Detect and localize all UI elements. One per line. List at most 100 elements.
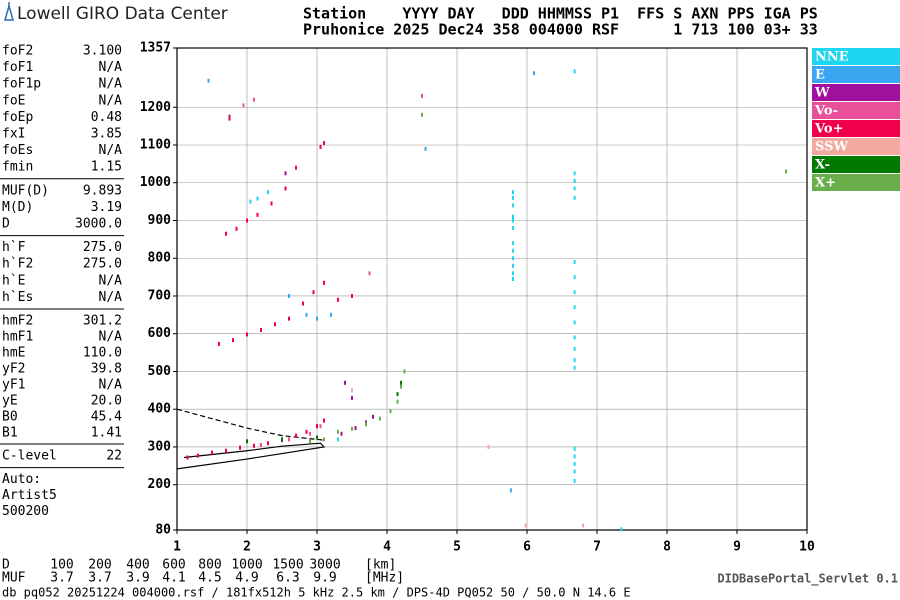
echo-point <box>512 271 514 276</box>
echo-point <box>274 322 276 327</box>
echo-point <box>421 93 423 98</box>
param-name: fxI <box>2 127 25 142</box>
echo-point <box>270 201 273 206</box>
header-line: Station YYYY DAY DDD HHMMSS P1 FFS S AXN… <box>303 5 818 23</box>
echo-point <box>225 231 227 236</box>
echo-point <box>323 280 325 285</box>
echo-point <box>573 275 576 280</box>
param-name: h`Es <box>2 290 33 305</box>
echo-point <box>512 276 514 281</box>
legend-label: X- <box>815 158 830 173</box>
muf-cell: 4.9 <box>235 571 258 586</box>
echo-point <box>573 446 576 451</box>
param-name: foF1p <box>2 77 41 92</box>
echo-point <box>239 445 241 450</box>
echo-point <box>573 171 576 176</box>
echo-point <box>573 305 576 310</box>
site-title: Lowell GIRO Data Center <box>17 4 228 24</box>
param-name: yE <box>2 394 18 409</box>
echo-point <box>316 316 318 321</box>
echo-point <box>284 171 287 176</box>
muf-cell: 4.1 <box>162 571 185 586</box>
param-name: B1 <box>2 426 18 441</box>
y-tick-label: 1357 <box>140 41 171 56</box>
muf-cell: 3.7 <box>50 571 73 586</box>
echo-point <box>316 424 318 429</box>
legend-swatch <box>812 66 900 83</box>
y-tick-label: 1000 <box>140 175 171 190</box>
param-name: h`F <box>2 240 26 255</box>
param-value: 22 <box>106 449 122 464</box>
muf-cell: 6.3 <box>276 571 299 586</box>
echo-point <box>573 290 576 295</box>
echo-point <box>232 338 234 343</box>
param-value: N/A <box>99 290 123 305</box>
echo-point <box>253 443 255 448</box>
muf-cell: 3000 <box>309 558 340 573</box>
echo-point <box>323 437 325 442</box>
param-value: 20.0 <box>91 394 122 409</box>
echo-point <box>372 414 374 419</box>
echo-point <box>242 103 245 108</box>
echo-point <box>288 293 290 298</box>
echo-point <box>512 248 514 253</box>
legend-label: SSW <box>815 140 848 155</box>
echo-point <box>573 335 576 340</box>
echo-point <box>573 320 576 325</box>
echo-point <box>323 418 325 423</box>
muf-cell: [MHz] <box>365 571 404 586</box>
echo-point <box>235 226 238 231</box>
param-name: hmF1 <box>2 330 33 345</box>
echo-point <box>340 431 343 436</box>
echo-point <box>211 450 213 455</box>
echo-point <box>305 312 308 317</box>
echo-point <box>288 437 290 442</box>
echo-point <box>512 218 514 223</box>
param-value: 3000.0 <box>75 217 122 232</box>
echo-point <box>573 69 576 74</box>
y-tick-label: 600 <box>148 326 172 341</box>
param-value: 275.0 <box>83 240 122 255</box>
x-tick-label: 4 <box>383 540 391 555</box>
echo-point <box>403 369 406 374</box>
echo-point <box>389 409 392 414</box>
echo-point <box>246 332 248 337</box>
x-tick-label: 10 <box>799 540 815 555</box>
servlet-label: DIDBasePortal_Servlet 0.1 <box>717 572 898 587</box>
echo-point <box>323 141 325 146</box>
echo-point <box>267 190 269 195</box>
plot-border <box>176 47 808 531</box>
echo-point <box>309 431 311 436</box>
y-tick-label: 500 <box>148 364 172 379</box>
echo-point <box>354 426 357 431</box>
echo-point <box>400 384 402 389</box>
echo-point <box>260 327 262 332</box>
legend-label: W <box>814 86 830 101</box>
legend-swatch <box>812 156 900 173</box>
muf-cell: 9.9 <box>313 571 336 586</box>
echo-point <box>573 469 576 474</box>
param-name: h`E <box>2 273 25 288</box>
legend-swatch <box>812 120 900 137</box>
param-name: B0 <box>2 410 18 425</box>
x-tick-label: 9 <box>733 540 741 555</box>
echo-point <box>305 429 308 434</box>
x-tick-label: 8 <box>663 540 671 555</box>
echo-point <box>197 453 199 458</box>
echo-point <box>207 78 210 83</box>
legend-swatch <box>812 48 900 65</box>
echo-point <box>533 71 535 76</box>
param-name: h`F2 <box>2 257 33 272</box>
muf-cell: 200 <box>88 558 111 573</box>
y-tick-label: 1200 <box>140 100 171 115</box>
echo-point <box>379 416 381 421</box>
legend-swatch <box>812 174 900 191</box>
legend-swatch <box>812 138 900 155</box>
muf-cell: MUF <box>2 571 26 586</box>
echo-point <box>573 346 576 351</box>
echo-point <box>620 527 623 532</box>
param-value: 110.0 <box>83 346 122 361</box>
echo-point <box>330 312 332 317</box>
muf-cell: D <box>2 558 10 573</box>
muf-cell: 100 <box>50 558 73 573</box>
